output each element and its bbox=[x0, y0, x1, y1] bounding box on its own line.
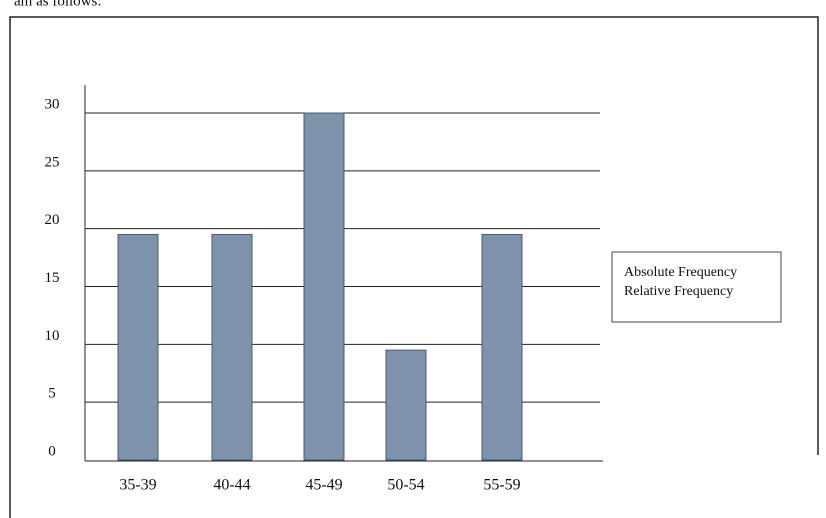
x-tick-label: 35-39 bbox=[119, 477, 156, 494]
legend-entry: Absolute Frequency bbox=[624, 265, 737, 280]
x-tick-label: 40-44 bbox=[213, 477, 250, 494]
y-tick-label: 25 bbox=[45, 154, 60, 170]
bar bbox=[211, 233, 253, 461]
x-tick-label: 50-54 bbox=[387, 477, 424, 494]
x-tick-label: 45-49 bbox=[305, 477, 342, 494]
bar bbox=[481, 233, 523, 461]
y-tick-label: 20 bbox=[45, 212, 60, 228]
bar bbox=[117, 233, 159, 461]
y-tick-label: 10 bbox=[45, 328, 60, 344]
x-tick-label: 55-59 bbox=[483, 477, 520, 494]
header-text: am as follows: bbox=[14, 0, 102, 9]
bar bbox=[385, 349, 427, 461]
frame bbox=[9, 16, 819, 518]
legend-entry: Relative Frequency bbox=[624, 284, 733, 299]
y-tick-label: 0 bbox=[48, 443, 56, 459]
y-tick-label: 5 bbox=[48, 386, 56, 402]
legend-box bbox=[611, 251, 782, 323]
y-tick-label: 15 bbox=[45, 270, 60, 286]
bar bbox=[303, 112, 345, 461]
y-tick-label: 30 bbox=[45, 96, 60, 112]
